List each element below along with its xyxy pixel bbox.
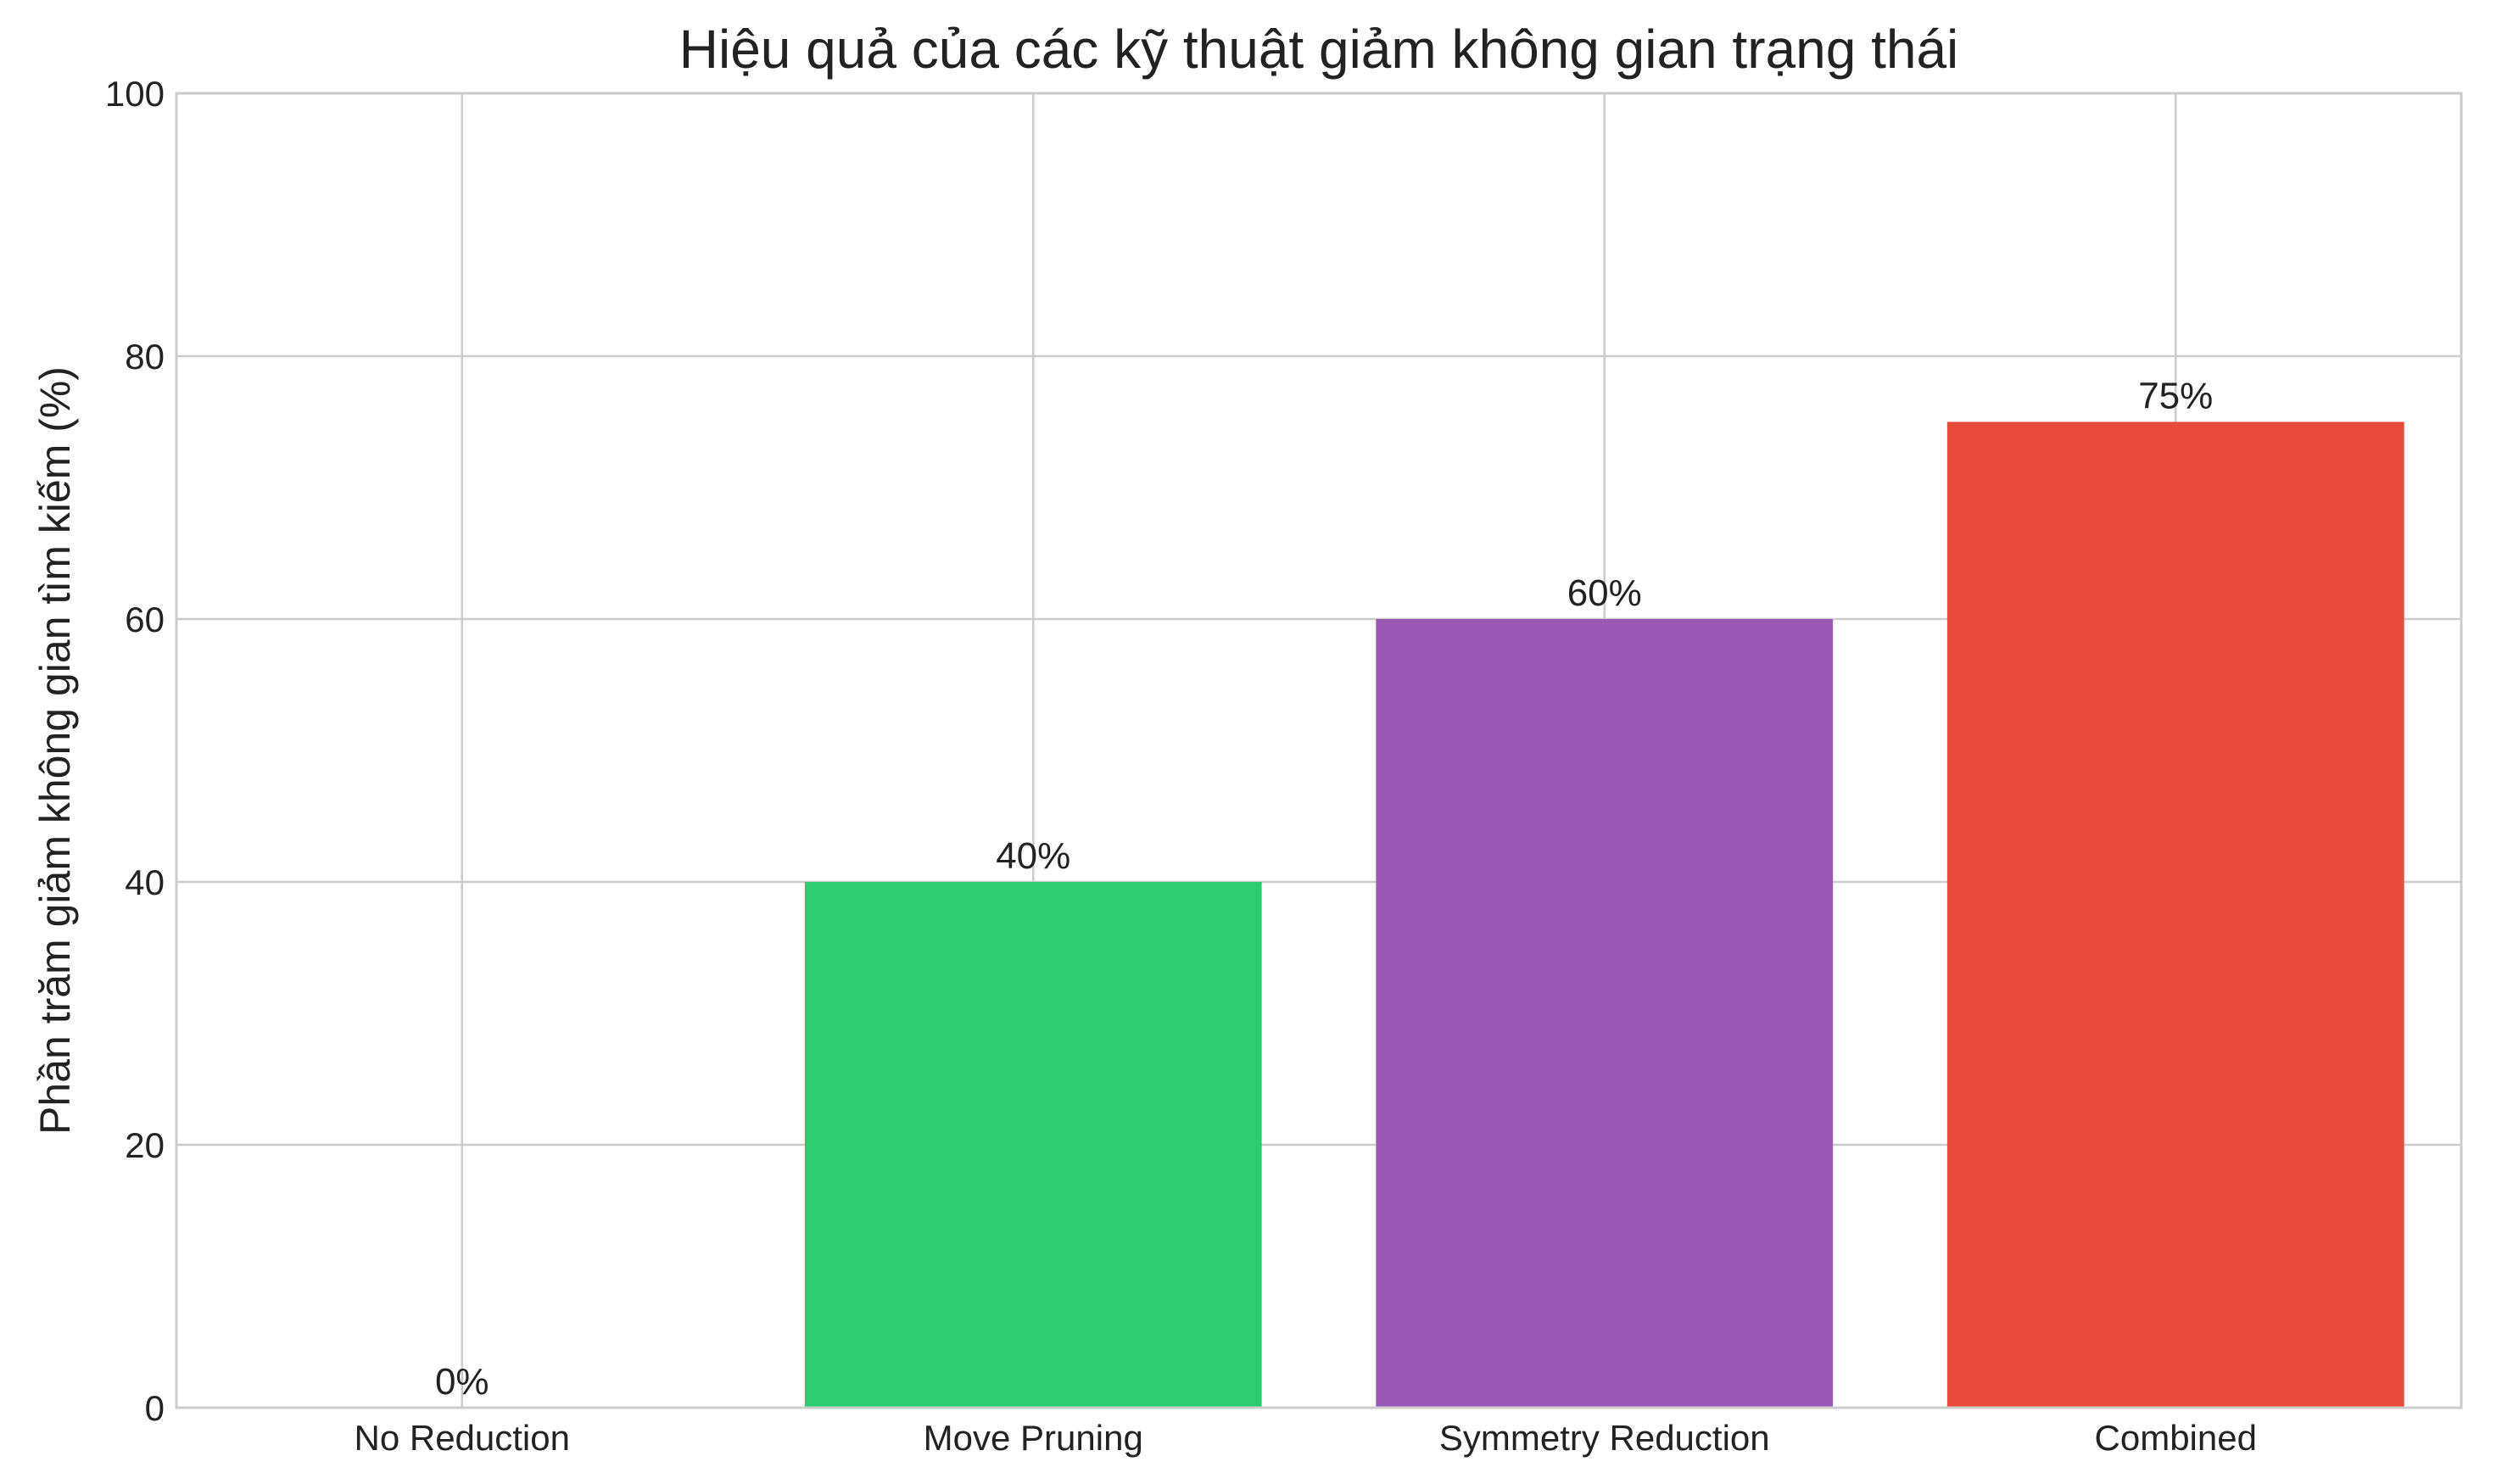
data-label: 40%	[996, 835, 1070, 877]
x-tick-label: Move Pruning	[924, 1418, 1143, 1458]
chart-title: Hiệu quả của các kỹ thuật giảm không gia…	[679, 19, 1959, 80]
bar	[804, 882, 1262, 1408]
y-tick-label: 80	[125, 337, 165, 377]
data-label: 0%	[435, 1361, 489, 1403]
y-tick-label: 0	[145, 1388, 165, 1428]
y-tick-label: 20	[125, 1125, 165, 1165]
y-tick-label: 40	[125, 862, 165, 902]
x-tick-label: Symmetry Reduction	[1439, 1418, 1770, 1458]
y-tick-label: 100	[105, 74, 165, 114]
y-tick-label: 60	[125, 600, 165, 639]
bar	[1946, 421, 2404, 1408]
plot-frame	[175, 92, 2463, 1409]
bar	[1376, 619, 1834, 1408]
data-label: 60%	[1567, 572, 1642, 614]
y-axis-label: Phần trăm giảm không gian tìm kiếm (%)	[31, 366, 79, 1135]
x-tick-label: Combined	[2095, 1418, 2257, 1458]
x-axis-ticks: No Reduction Move Pruning Symmetry Reducti…	[355, 1418, 2257, 1458]
x-tick-label: No Reduction	[355, 1418, 570, 1458]
data-labels: 0% 40% 60% 75%	[435, 376, 2213, 1403]
y-axis-ticks: 0 20 40 60 80 100	[105, 74, 165, 1428]
data-label: 75%	[2138, 376, 2213, 417]
bars	[804, 421, 2404, 1408]
